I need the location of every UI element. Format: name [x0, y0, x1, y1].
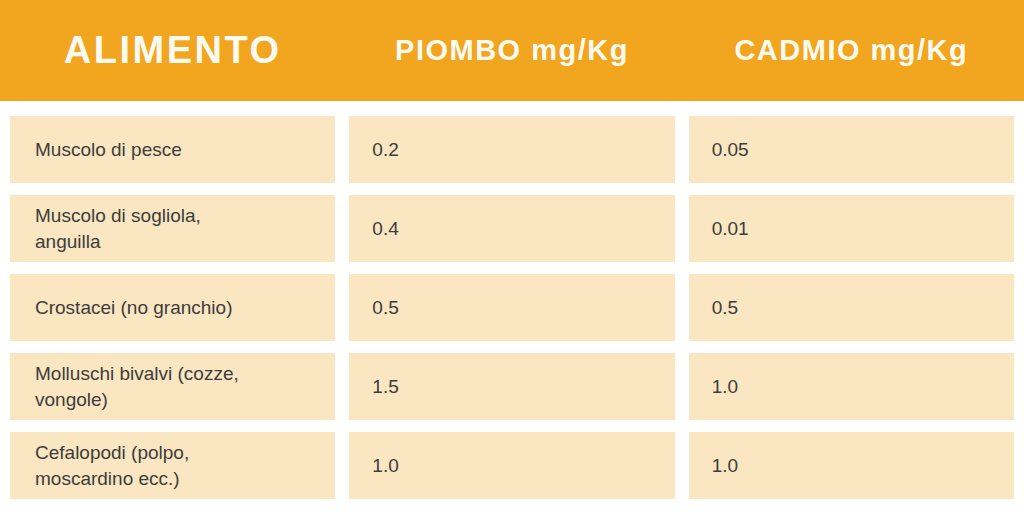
cadmio-cell: 1.0 [689, 353, 1014, 420]
piombo-cell: 1.5 [349, 353, 674, 420]
table-row: Crostacei (no granchio) 0.5 0.5 [10, 274, 1014, 341]
table-row: Cefalopodi (polpo, moscardino ecc.) 1.0 … [10, 432, 1014, 499]
header-piombo: PIOMBO mg/Kg [349, 0, 674, 101]
table-row: Molluschi bivalvi (cozze, vongole) 1.5 1… [10, 353, 1014, 420]
alimento-cell: Molluschi bivalvi (cozze, vongole) [10, 353, 335, 420]
table-row: Muscolo di pesce 0.2 0.05 [10, 116, 1014, 183]
table-row: Muscolo di sogliola, anguilla 0.4 0.01 [10, 195, 1014, 262]
piombo-cell: 1.0 [349, 432, 674, 499]
piombo-cell: 0.4 [349, 195, 674, 262]
header-cadmio: CADMIO mg/Kg [689, 0, 1014, 101]
alimento-cell: Crostacei (no granchio) [10, 274, 335, 341]
alimento-cell: Muscolo di pesce [10, 116, 335, 183]
table-header: ALIMENTO PIOMBO mg/Kg CADMIO mg/Kg [0, 0, 1024, 101]
piombo-cell: 0.5 [349, 274, 674, 341]
alimento-cell: Muscolo di sogliola, anguilla [10, 195, 335, 262]
header-alimento: ALIMENTO [10, 0, 335, 101]
cadmio-cell: 0.05 [689, 116, 1014, 183]
table-body: Muscolo di pesce 0.2 0.05 Muscolo di sog… [10, 116, 1014, 499]
cadmio-cell: 0.01 [689, 195, 1014, 262]
heavy-metals-limits-table: ALIMENTO PIOMBO mg/Kg CADMIO mg/Kg Musco… [0, 0, 1024, 512]
alimento-cell: Cefalopodi (polpo, moscardino ecc.) [10, 432, 335, 499]
piombo-cell: 0.2 [349, 116, 674, 183]
cadmio-cell: 0.5 [689, 274, 1014, 341]
cadmio-cell: 1.0 [689, 432, 1014, 499]
